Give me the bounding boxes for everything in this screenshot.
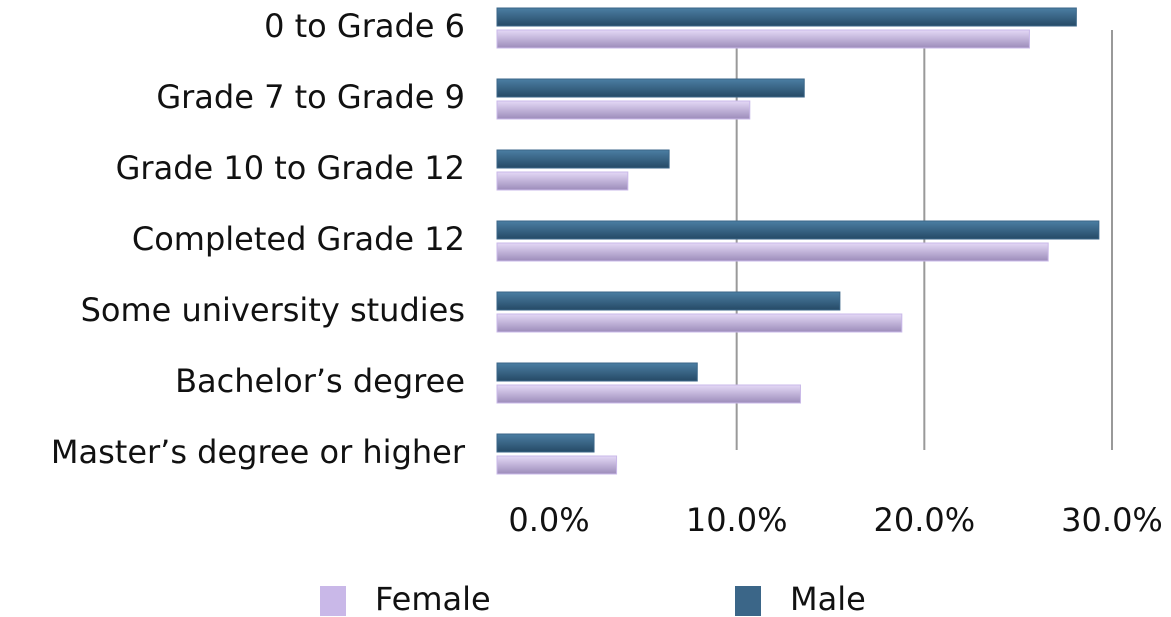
- x-tick-label: 20.0%: [874, 501, 976, 539]
- legend-label: Female: [375, 580, 491, 617]
- bar: [496, 291, 841, 311]
- category-label: Completed Grade 12: [132, 220, 465, 258]
- legend-swatch: [735, 586, 761, 616]
- category-label: 0 to Grade 6: [264, 7, 465, 45]
- legend-label: Male: [790, 580, 866, 617]
- category-label: Grade 10 to Grade 12: [116, 149, 465, 187]
- bar: [496, 313, 903, 333]
- bar: [496, 149, 670, 169]
- bar: [496, 78, 805, 98]
- bar: [496, 362, 698, 382]
- bar: [496, 100, 751, 120]
- x-tick-label: 10.0%: [686, 501, 788, 539]
- bar: [496, 220, 1100, 240]
- bar: [496, 29, 1030, 49]
- bar: [496, 7, 1077, 27]
- category-label: Bachelor’s degree: [175, 362, 465, 400]
- bar: [496, 242, 1049, 262]
- x-tick-label: 0.0%: [508, 501, 589, 539]
- category-label: Some university studies: [81, 291, 465, 329]
- bar: [496, 455, 618, 475]
- legend-swatch: [320, 586, 346, 616]
- category-label: Master’s degree or higher: [51, 433, 466, 471]
- category-label: Grade 7 to Grade 9: [156, 78, 465, 116]
- bar: [496, 384, 801, 404]
- bar: [496, 171, 629, 191]
- bar: [496, 433, 595, 453]
- x-tick-label: 30.0%: [1061, 501, 1163, 539]
